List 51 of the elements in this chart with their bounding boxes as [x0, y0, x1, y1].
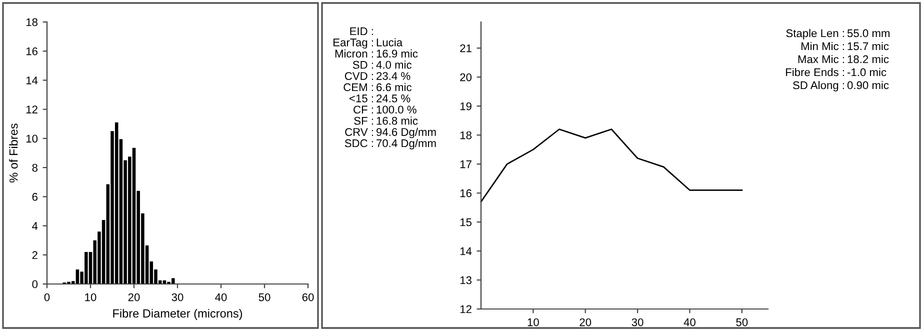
- x-tick-label: 10: [85, 293, 96, 302]
- y-tick-label: 6: [32, 192, 38, 201]
- y-tick-label: 14: [26, 76, 38, 84]
- x-tick-label: 60: [302, 293, 314, 302]
- y-axis-title: % of Fibres: [9, 124, 18, 182]
- y-tick-label: 18: [460, 131, 472, 140]
- x-tick-label: 30: [632, 318, 644, 326]
- x-axis-title: Fibre Diameter (microns): [113, 308, 242, 320]
- y-tick-label: 14: [460, 247, 472, 256]
- y-tick-label: 12: [26, 106, 38, 114]
- x-tick-label: 0: [44, 293, 50, 302]
- x-tick-label: 30: [172, 293, 184, 302]
- y-tick-label: 13: [460, 276, 472, 284]
- y-tick-label: 0: [32, 280, 38, 288]
- y-tick-label: 8: [32, 164, 38, 172]
- x-tick-label: 10: [528, 318, 539, 326]
- text: Fibre Ends : -1.0 mic: [786, 68, 886, 76]
- text: CRV : 94.6 Dg/mm: [345, 128, 436, 138]
- text: Micron : 16.9 mic: [335, 49, 418, 58]
- y-tick-label: 12: [460, 305, 472, 314]
- x-tick-label: 50: [736, 318, 748, 326]
- y-tick-label: 21: [460, 44, 472, 52]
- y-tick-label: 17: [460, 160, 472, 168]
- text: SDC : 70.4 Dg/mm: [344, 139, 436, 150]
- text: CF : 100.0 %: [354, 106, 416, 114]
- text: CEM : 6.6 mic: [344, 83, 412, 92]
- text: Min Mic : 15.7 mic: [801, 42, 889, 50]
- x-tick-label: 50: [258, 293, 270, 302]
- text: SD Along : 0.90 mic: [793, 81, 889, 92]
- y-tick-label: 20: [460, 73, 472, 82]
- y-tick-label: 10: [26, 134, 38, 143]
- x-tick-label: 40: [215, 293, 227, 302]
- text: EID :: [350, 27, 373, 36]
- y-tick-label: 4: [32, 222, 38, 230]
- text: CVD : 23.4 %: [344, 72, 410, 80]
- text: EarTag : Lucia: [334, 38, 403, 49]
- y-tick-label: 16: [460, 189, 472, 198]
- text: Staple Len : 55.0 mm: [786, 29, 890, 40]
- text: SF : 16.8 mic: [354, 116, 418, 125]
- x-tick-label: 20: [580, 318, 592, 326]
- text: SD : 4.0 mic: [352, 60, 412, 69]
- y-tick-label: 2: [32, 251, 38, 259]
- y-tick-label: 16: [26, 47, 38, 56]
- line-series: [480, 128, 743, 202]
- text: Max Mic : 18.2 mic: [798, 55, 889, 64]
- x-tick-label: 20: [128, 293, 140, 302]
- y-tick-label: 19: [460, 102, 472, 110]
- x-tick-label: 40: [684, 318, 696, 326]
- y-tick-label: 15: [460, 218, 472, 226]
- text: <15 : 24.5 %: [350, 94, 410, 102]
- y-tick-label: 18: [26, 18, 38, 26]
